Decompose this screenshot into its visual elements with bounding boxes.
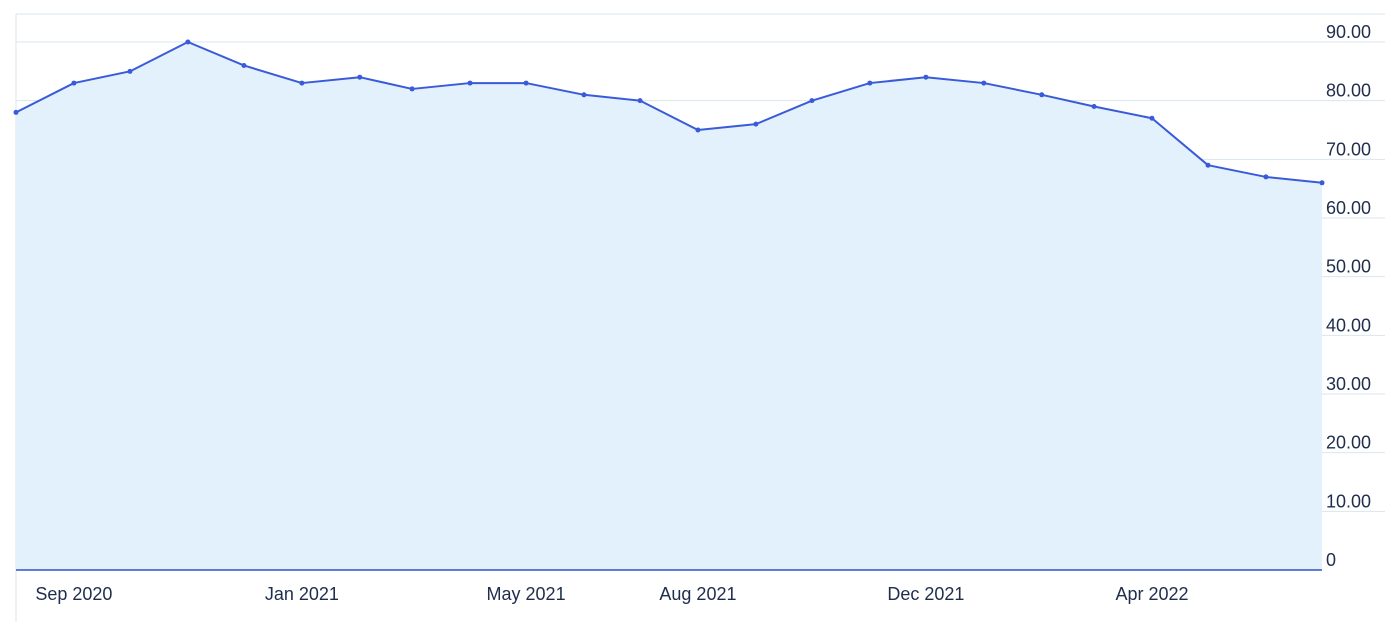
data-point [127,68,133,74]
series-line-layer [15,41,1323,184]
data-point [1263,174,1269,180]
data-point [185,39,191,45]
y-tick-label: 20.00 [1326,433,1371,453]
y-tick-label: 40.00 [1326,315,1371,335]
x-tick-label: Jan 2021 [265,584,339,604]
data-point [923,74,929,80]
data-point [1149,115,1155,121]
x-tick-label: May 2021 [487,584,566,604]
series-line [15,41,1323,184]
x-axis-tick-labels: Sep 2020 Jan 2021 May 2021 Aug 2021 Dec 2021… [35,584,1188,604]
data-point [1205,162,1211,168]
data-point [241,62,247,68]
x-tick-label: Sep 2020 [35,584,112,604]
y-tick-label: 90.00 [1326,22,1371,42]
data-point [753,121,759,127]
data-point [981,80,987,86]
data-point [409,86,415,92]
y-tick-label: 60.00 [1326,198,1371,218]
data-point [637,98,643,104]
data-point [71,80,77,86]
data-point [357,74,363,80]
x-tick-label: Aug 2021 [659,584,736,604]
data-point [809,98,815,104]
data-point [467,80,473,86]
data-point [1091,104,1097,110]
data-point [523,80,529,86]
data-point [13,109,19,115]
y-tick-label: 70.00 [1326,139,1371,159]
data-point [867,80,873,86]
y-axis-tick-labels: 0 10.00 20.00 30.00 40.00 50.00 60.00 70.00 80.0… [1326,22,1371,570]
data-point [695,127,701,133]
y-tick-label: 10.00 [1326,491,1371,511]
area-fill-layer [16,42,1322,570]
data-point [1319,180,1325,186]
series-area-fill [16,42,1322,570]
x-tick-label: Apr 2022 [1115,584,1188,604]
y-tick-label: 50.00 [1326,257,1371,277]
y-tick-label: 0 [1326,550,1336,570]
y-tick-label: 30.00 [1326,374,1371,394]
data-point [299,80,305,86]
y-tick-label: 80.00 [1326,81,1371,101]
x-tick-label: Dec 2021 [887,584,964,604]
data-points-layer [13,39,1325,186]
data-point [581,92,587,98]
data-point [1039,92,1045,98]
